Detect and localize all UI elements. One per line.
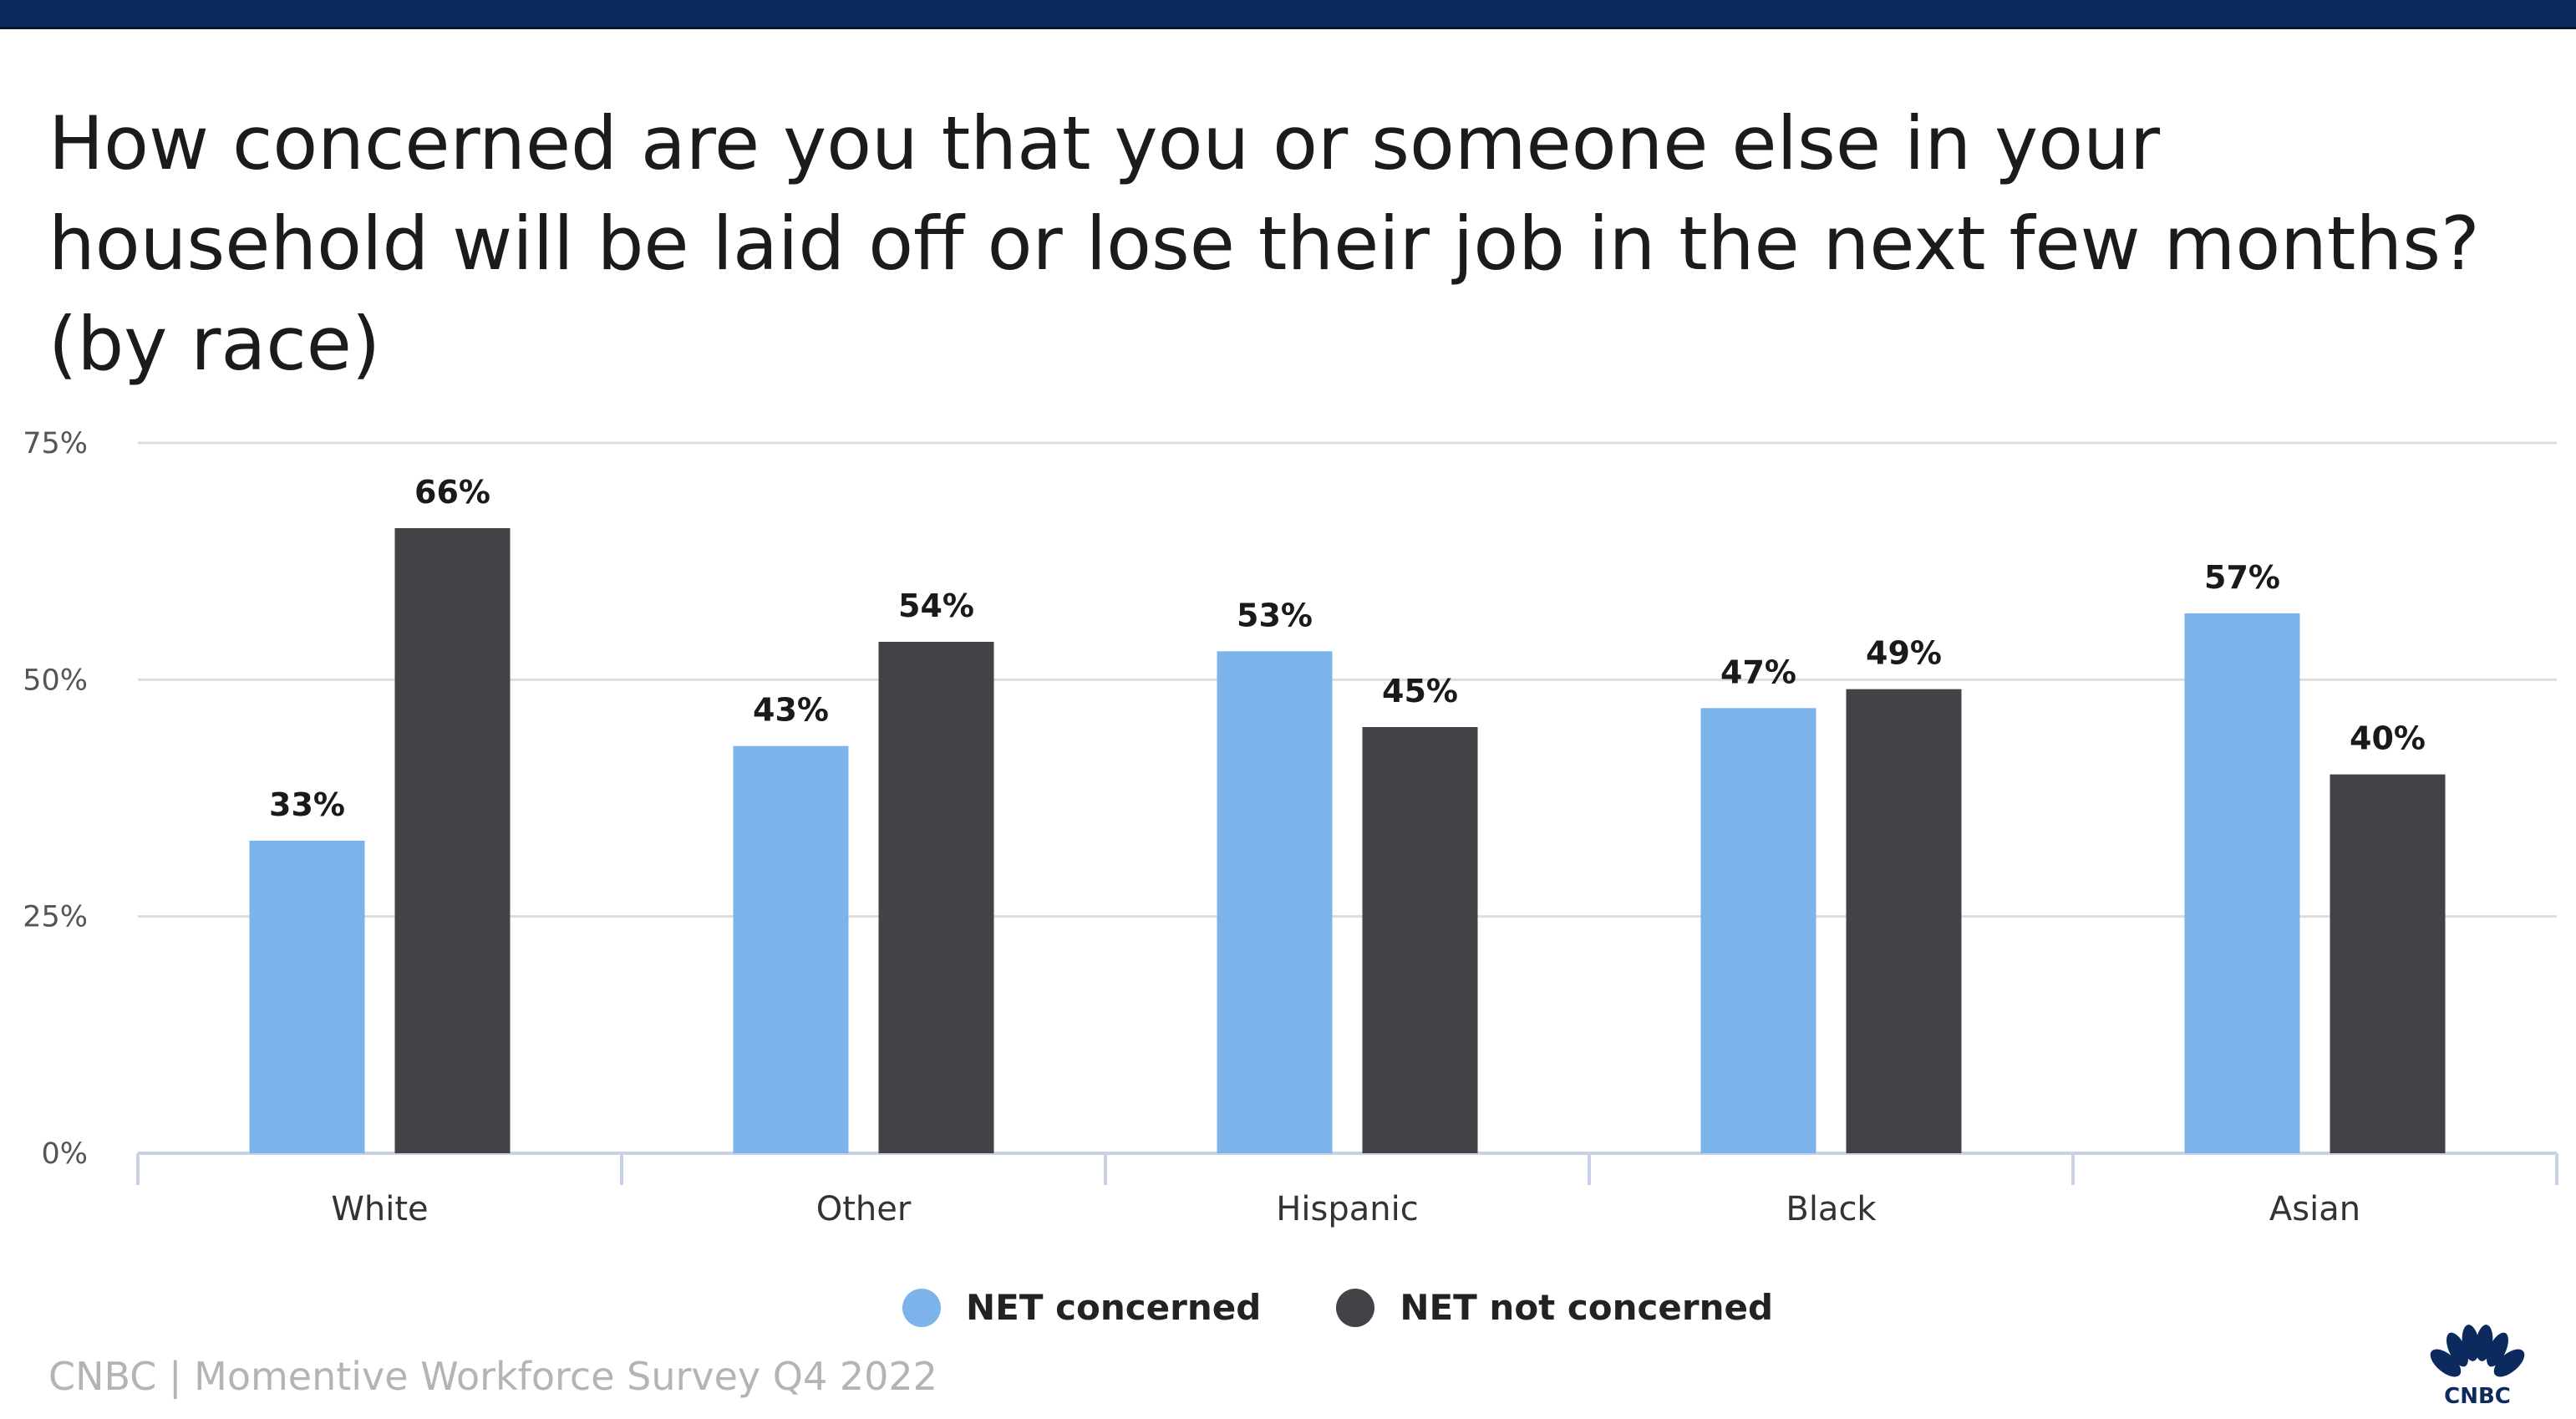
bar-black-net-concerned — [1700, 708, 1816, 1153]
x-tick-label-hispanic: Hispanic — [1276, 1190, 1418, 1228]
data-label-hispanic-net-not-concerned: 45% — [1382, 673, 1458, 710]
data-label-asian-net-not-concerned: 40% — [2350, 720, 2426, 757]
legend-marker-net-not-concerned — [1336, 1288, 1375, 1327]
logo-text: CNBC — [2444, 1384, 2511, 1408]
y-tick-label: 75% — [23, 427, 88, 460]
data-label-other-net-not-concerned: 54% — [898, 587, 974, 624]
data-label-hispanic-net-concerned: 53% — [1237, 597, 1313, 633]
bar-chart: 0% 25% 50% 75% White 33% 66% Other 43% 54% Hispan… — [23, 427, 2558, 1228]
legend-item-net-concerned: NET concerned — [902, 1287, 1261, 1328]
cnbc-peacock-icon: CNBC — [2430, 1325, 2525, 1408]
bar-black-net-not-concerned — [1846, 689, 1962, 1153]
data-label-black-net-not-concerned: 49% — [1866, 635, 1942, 672]
x-tick-label-asian: Asian — [2269, 1190, 2360, 1228]
data-label-black-net-concerned: 47% — [1720, 654, 1796, 690]
bar-other-net-concerned — [733, 745, 849, 1153]
bar-asian-net-concerned — [2184, 613, 2300, 1153]
bar-white-net-concerned — [249, 841, 365, 1153]
x-tick-label-white: White — [331, 1190, 428, 1228]
data-label-other-net-concerned: 43% — [753, 692, 829, 729]
y-tick-label: 50% — [23, 664, 88, 697]
data-label-white-net-concerned: 33% — [269, 786, 345, 823]
bar-hispanic-net-concerned — [1217, 651, 1333, 1153]
bar-other-net-not-concerned — [878, 642, 994, 1153]
legend-item-net-not-concerned: NET not concerned — [1336, 1287, 1773, 1328]
legend-label-net-not-concerned: NET not concerned — [1400, 1287, 1774, 1328]
chart-title: How concerned are you that you or someon… — [48, 100, 2480, 387]
top-banner-bar — [0, 0, 2576, 29]
bar-hispanic-net-not-concerned — [1362, 727, 1478, 1153]
legend-label-net-concerned: NET concerned — [966, 1287, 1262, 1328]
x-tick-label-other: Other — [816, 1190, 912, 1228]
bar-white-net-not-concerned — [394, 528, 511, 1153]
x-tick-label-black: Black — [1786, 1190, 1877, 1228]
y-tick-label: 0% — [41, 1137, 88, 1171]
legend-marker-net-concerned — [902, 1288, 941, 1327]
data-label-asian-net-concerned: 57% — [2204, 559, 2280, 596]
bar-asian-net-not-concerned — [2330, 774, 2446, 1153]
data-label-white-net-not-concerned: 66% — [414, 474, 490, 511]
source-credit: CNBC | Momentive Workforce Survey Q4 202… — [48, 1354, 937, 1399]
chart-legend: NET concerned NET not concerned — [902, 1287, 1848, 1328]
y-tick-label: 25% — [23, 901, 88, 934]
